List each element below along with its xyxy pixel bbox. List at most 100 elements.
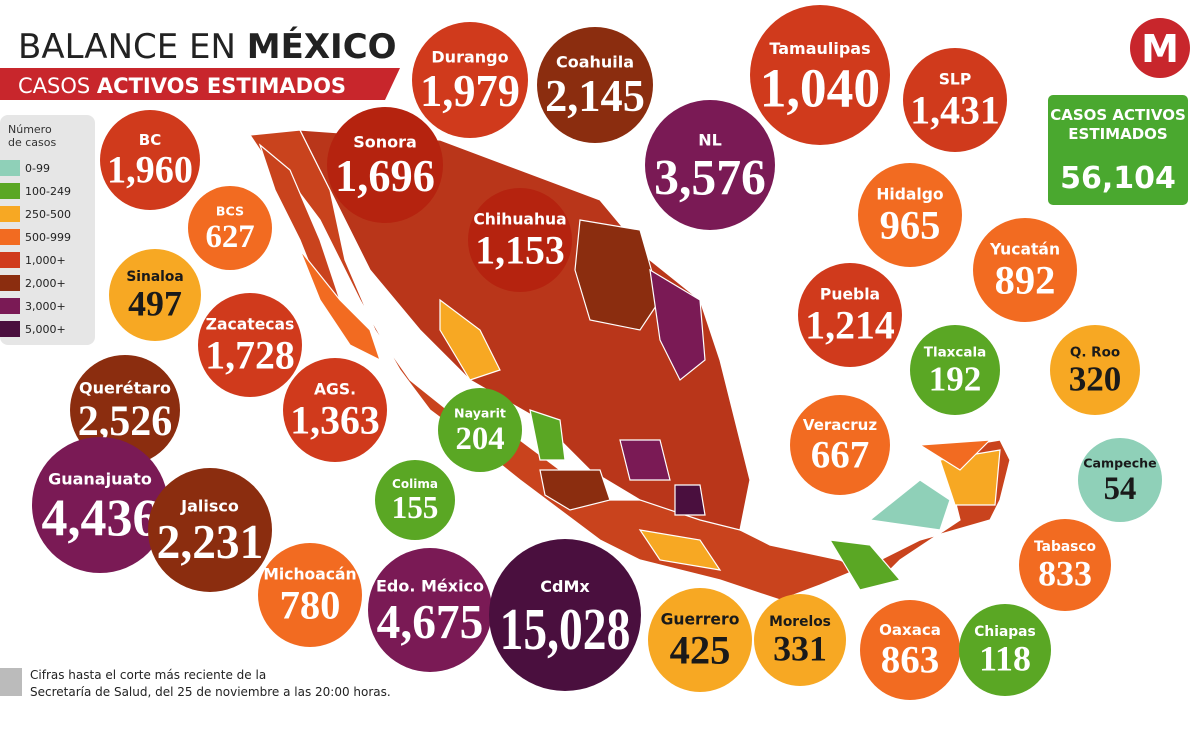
state-name: NL [698, 131, 722, 150]
bubble [858, 163, 962, 267]
state-cases: 667 [811, 434, 870, 477]
logo [1130, 18, 1190, 78]
state-cases: 892 [995, 257, 1056, 302]
state-bubble: BC1,960 [100, 110, 200, 210]
state-cases: 1,214 [805, 302, 894, 347]
nl-shape [649, 268, 706, 381]
legend-label: 250-500 [25, 208, 71, 221]
state-bubble: AGS.1,363 [283, 358, 387, 462]
title-bold: MÉXICO [247, 26, 397, 67]
state-bubble: NL3,576 [645, 100, 775, 230]
state-name: Tlaxcala [924, 345, 987, 361]
state-name: Chiapas [974, 624, 1035, 640]
state-name: Zacatecas [206, 315, 295, 333]
bubble [283, 358, 387, 462]
state-cases: 1,431 [910, 87, 999, 132]
legend-title: Número de casos [8, 123, 56, 149]
state-cases: 965 [880, 202, 941, 247]
state-cases: 1,728 [205, 332, 294, 377]
state-name: Michoacán [263, 565, 356, 583]
cdmx-shape [674, 484, 706, 516]
total-box [1048, 95, 1188, 205]
bubble [754, 594, 846, 686]
bubble [438, 388, 522, 472]
north [298, 129, 751, 531]
state-name: Hidalgo [876, 185, 944, 203]
bubble [148, 468, 272, 592]
bcs-shape [299, 249, 382, 362]
state-name: Oaxaca [879, 621, 941, 639]
state-name: Puebla [820, 285, 880, 303]
total-value: 56,104 [1060, 161, 1176, 196]
state-cases: 1,153 [475, 227, 564, 272]
footnote-line: Cifras hasta el corte más reciente de la [30, 668, 266, 682]
legend-swatch [0, 321, 20, 337]
bubble [468, 188, 572, 292]
state-name: Colima [392, 477, 438, 491]
bubble [645, 100, 775, 230]
legend-label: 0-99 [25, 162, 50, 175]
state-name: Campeche [1083, 455, 1156, 470]
bubble [648, 588, 752, 692]
footnote-marker [0, 668, 22, 696]
state-cases: 320 [1069, 359, 1122, 398]
bubble [375, 460, 455, 540]
legend-swatch [0, 206, 20, 222]
total-label-line: CASOS ACTIVOS [1050, 106, 1186, 124]
state-name: Tabasco [1034, 539, 1096, 555]
state-name: Chihuahua [473, 210, 566, 228]
legend-label: 2,000+ [25, 277, 66, 290]
state-name: Durango [431, 48, 508, 67]
campeche-shape [868, 479, 951, 531]
state-cases: 1,363 [290, 397, 379, 442]
bubble [258, 543, 362, 647]
state-name: Q. Roo [1070, 345, 1120, 361]
bubble [32, 437, 168, 573]
subtitle-light: CASOS [18, 74, 90, 98]
state-cases: 780 [280, 582, 341, 627]
state-cases: 1,696 [335, 151, 435, 201]
bubble [1078, 438, 1162, 522]
state-cases: 425 [670, 627, 731, 672]
subtitle: CASOS ACTIVOS ESTIMADOS [18, 74, 346, 98]
bubble [973, 218, 1077, 322]
legend-swatch [0, 298, 20, 314]
state-cases: 1,979 [420, 66, 520, 116]
state-cases: 2,231 [157, 516, 264, 569]
state-cases: 54 [1104, 471, 1137, 507]
state-name: Sinaloa [126, 269, 183, 285]
guerrero-shape [638, 529, 722, 571]
state-name: Yucatán [989, 240, 1060, 258]
state-cases: 833 [1038, 554, 1092, 594]
state-cases: 331 [773, 629, 827, 669]
gto-shape [619, 439, 671, 481]
state-cases: 627 [205, 219, 254, 255]
bubble [1019, 519, 1111, 611]
state-name: CdMx [540, 577, 590, 596]
sinaloa-shape [439, 298, 501, 381]
state-name: Nayarit [454, 405, 506, 420]
state-cases: 15,028 [500, 596, 631, 662]
bubble [903, 48, 1007, 152]
state-cases: 863 [881, 639, 940, 682]
state-name: BCS [216, 203, 244, 218]
bubble [188, 186, 272, 270]
jalisco-shape [539, 469, 611, 511]
state-cases: 1,040 [760, 58, 880, 119]
